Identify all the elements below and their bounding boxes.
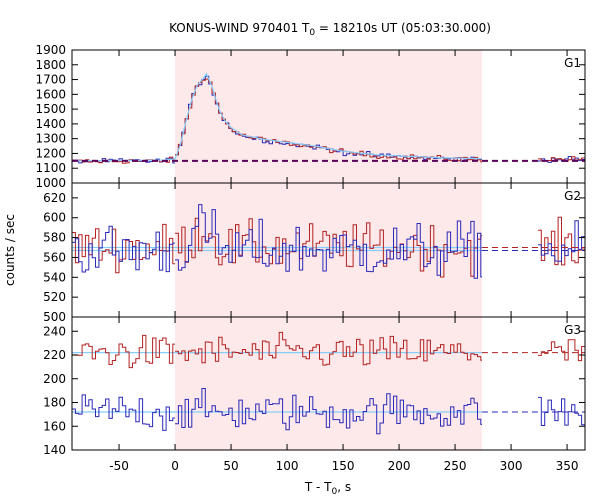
panels-group: 1000110012001300140015001600170018001900… — [35, 43, 586, 473]
y-tick-label: 1800 — [35, 58, 66, 72]
x-tick-label: 100 — [276, 459, 299, 473]
panel-frame — [71, 316, 586, 451]
chart-title: KONUS-WIND 970401 T0 = 18210s UT (05:03:… — [169, 21, 491, 38]
panel-label: G3 — [564, 323, 581, 337]
x-tick-label: 250 — [444, 459, 467, 473]
x-tick-label: 150 — [332, 459, 355, 473]
x-axis-label-main: T - T — [304, 480, 332, 494]
y-tick-label: 520 — [43, 290, 66, 304]
y-tick-label: 560 — [43, 250, 66, 264]
x-tick-label: 350 — [556, 459, 579, 473]
y-tick-label: 140 — [43, 443, 66, 457]
panel-g1: 1000110012001300140015001600170018001900… — [35, 43, 586, 190]
series-b-line — [72, 204, 585, 279]
y-tick-label: 1700 — [35, 73, 66, 87]
y-tick-label: 160 — [43, 419, 66, 433]
series-a-line — [72, 331, 585, 369]
panel-label: G1 — [564, 56, 581, 70]
y-tick-label: 180 — [43, 396, 66, 410]
x-tick-label: 200 — [388, 459, 411, 473]
panel-g3: 140 160 180 200 220 240 G3 — [43, 316, 586, 457]
y-tick-label: 500 — [43, 310, 66, 324]
chart-title-suffix: = 18210s UT (05:03:30.000) — [315, 21, 491, 35]
y-tick-label: 220 — [43, 348, 66, 362]
x-axis-label-suffix: , s — [337, 480, 351, 494]
y-tick-label: 200 — [43, 372, 66, 386]
y-tick-label: 600 — [43, 211, 66, 225]
x-tick-label: -50 — [109, 459, 129, 473]
x-tick-label: 50 — [223, 459, 238, 473]
y-tick-label: 1000 — [35, 176, 66, 190]
x-tick-label: 0 — [171, 459, 179, 473]
y-tick-label: 1100 — [35, 161, 66, 175]
chart-title-prefix: KONUS-WIND 970401 T — [169, 21, 310, 35]
y-tick-label: 580 — [43, 231, 66, 245]
panel-label: G2 — [564, 189, 581, 203]
y-tick-label: 540 — [43, 270, 66, 284]
y-tick-label: 240 — [43, 324, 66, 338]
y-tick-label: 620 — [43, 191, 66, 205]
y-axis-label: counts / sec — [3, 214, 17, 286]
y-tick-label: 1200 — [35, 146, 66, 160]
shaded-interval — [175, 50, 482, 183]
x-tick-label: 300 — [500, 459, 523, 473]
x-axis-label-subscript: 0 — [332, 487, 338, 497]
x-axis-label: T - T0, s — [304, 480, 351, 497]
y-tick-label: 1300 — [35, 132, 66, 146]
y-tick-label: 1900 — [35, 43, 66, 57]
model-curve — [72, 72, 482, 162]
y-tick-label: 1600 — [35, 87, 66, 101]
y-tick-label: 1400 — [35, 117, 66, 131]
y-tick-label: 1500 — [35, 102, 66, 116]
panel-g2: 500 520 540 560 580 600 620 G2 — [43, 182, 586, 324]
chart-title-subscript: 0 — [309, 28, 315, 38]
